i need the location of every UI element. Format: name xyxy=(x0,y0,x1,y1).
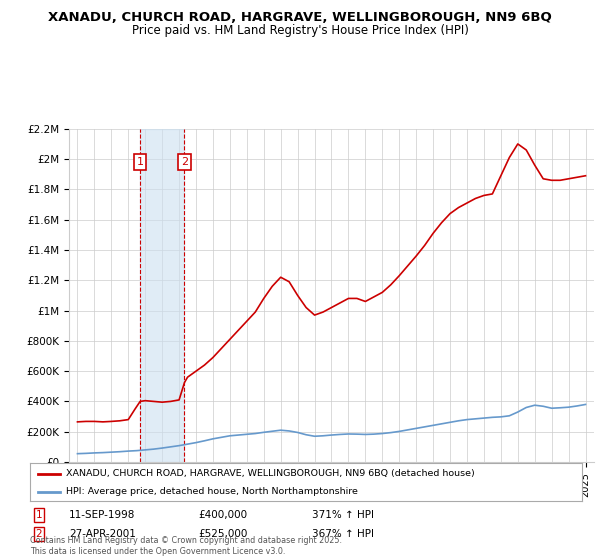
Text: Contains HM Land Registry data © Crown copyright and database right 2025.
This d: Contains HM Land Registry data © Crown c… xyxy=(30,536,342,556)
Text: 1: 1 xyxy=(137,157,143,167)
Text: XANADU, CHURCH ROAD, HARGRAVE, WELLINGBOROUGH, NN9 6BQ (detached house): XANADU, CHURCH ROAD, HARGRAVE, WELLINGBO… xyxy=(66,469,475,478)
Text: HPI: Average price, detached house, North Northamptonshire: HPI: Average price, detached house, Nort… xyxy=(66,487,358,496)
Text: £525,000: £525,000 xyxy=(198,529,247,539)
Text: Price paid vs. HM Land Registry's House Price Index (HPI): Price paid vs. HM Land Registry's House … xyxy=(131,24,469,36)
Text: 367% ↑ HPI: 367% ↑ HPI xyxy=(312,529,374,539)
Bar xyxy=(140,129,184,462)
Text: 2: 2 xyxy=(181,157,188,167)
Text: £400,000: £400,000 xyxy=(198,510,247,520)
Text: 371% ↑ HPI: 371% ↑ HPI xyxy=(312,510,374,520)
Text: 11-SEP-1998: 11-SEP-1998 xyxy=(69,510,136,520)
Text: 2: 2 xyxy=(35,529,43,539)
Text: 27-APR-2001: 27-APR-2001 xyxy=(69,529,136,539)
Text: XANADU, CHURCH ROAD, HARGRAVE, WELLINGBOROUGH, NN9 6BQ: XANADU, CHURCH ROAD, HARGRAVE, WELLINGBO… xyxy=(48,11,552,24)
Text: 1: 1 xyxy=(35,510,43,520)
